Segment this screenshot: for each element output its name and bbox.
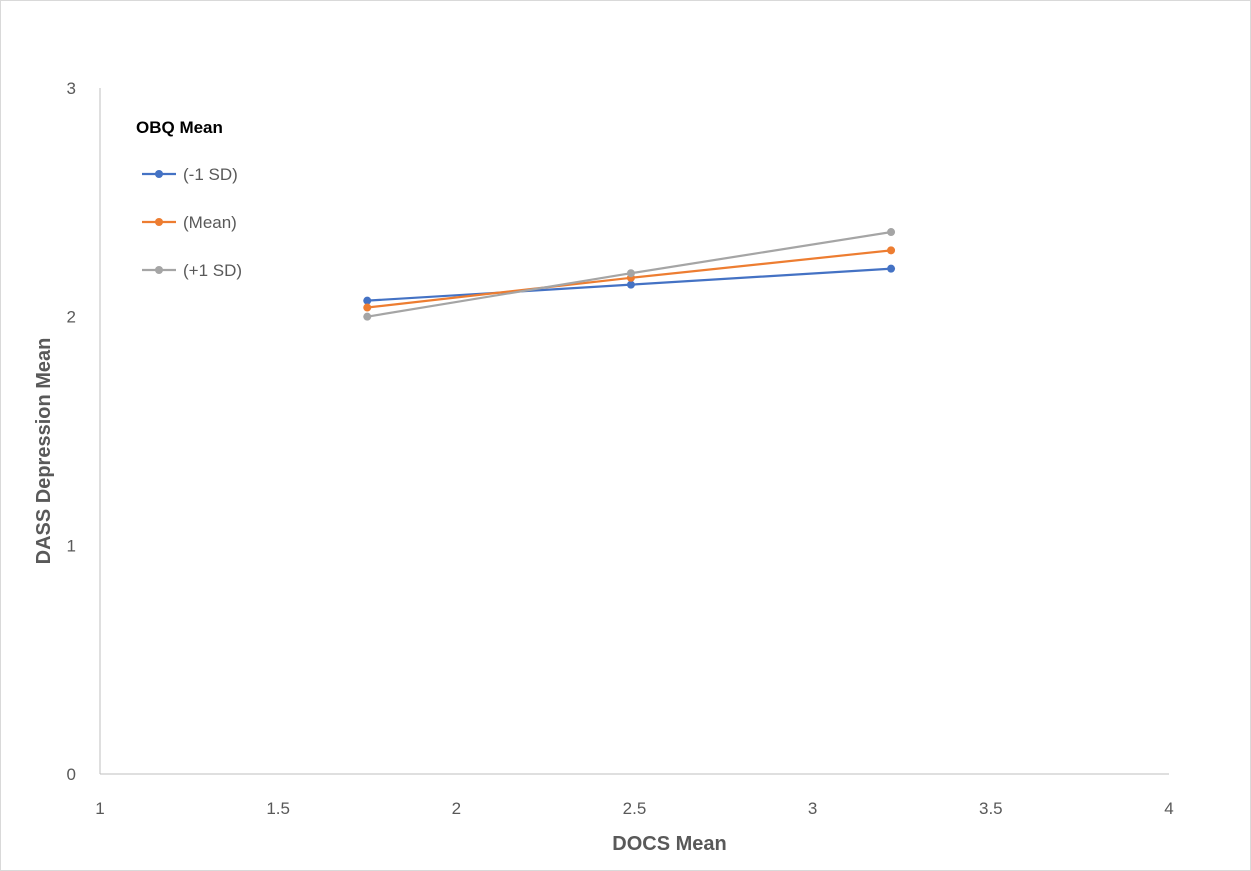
y-tick-labels: 0 1 2 3 <box>67 79 76 784</box>
x-tick-label: 1.5 <box>266 799 290 818</box>
y-tick-label: 1 <box>67 536 76 555</box>
x-tick-label: 3.5 <box>979 799 1003 818</box>
legend-swatch-marker <box>155 218 163 226</box>
x-axis-title: DOCS Mean <box>612 833 726 855</box>
series-layer <box>363 228 896 321</box>
legend-item: (+1 SD) <box>142 261 242 280</box>
data-point <box>363 303 372 312</box>
legend-label: (-1 SD) <box>183 165 238 184</box>
data-point <box>887 228 896 237</box>
y-tick-label: 2 <box>67 308 76 327</box>
legend-swatch-marker <box>155 266 163 274</box>
legend-label: (+1 SD) <box>183 261 242 280</box>
legend-item: (-1 SD) <box>142 165 238 184</box>
data-point <box>363 312 372 321</box>
legend: OBQ Mean (-1 SD) (Mean) (+1 SD) <box>136 118 242 280</box>
series-2 <box>363 228 896 321</box>
legend-item: (Mean) <box>142 213 237 232</box>
legend-title: OBQ Mean <box>136 118 223 137</box>
data-point <box>363 296 372 305</box>
y-axis-title: DASS Depression Mean <box>33 338 55 565</box>
y-tick-label: 3 <box>67 79 76 98</box>
data-point <box>887 264 896 273</box>
legend-label: (Mean) <box>183 213 237 232</box>
x-tick-label: 1 <box>95 799 104 818</box>
data-point <box>626 269 635 278</box>
legend-items: (-1 SD) (Mean) (+1 SD) <box>142 165 242 280</box>
x-tick-label: 2.5 <box>623 799 647 818</box>
y-tick-label: 0 <box>67 765 76 784</box>
legend-swatch-marker <box>155 170 163 178</box>
data-point <box>887 246 896 255</box>
series-0 <box>363 264 896 305</box>
x-tick-label: 3 <box>808 799 817 818</box>
x-tick-label: 2 <box>452 799 461 818</box>
x-tick-labels: 1 1.5 2 2.5 3 3.5 4 <box>95 799 1173 818</box>
x-tick-label: 4 <box>1164 799 1173 818</box>
series-1 <box>363 246 896 312</box>
axes <box>99 88 1169 775</box>
data-point <box>626 280 635 289</box>
